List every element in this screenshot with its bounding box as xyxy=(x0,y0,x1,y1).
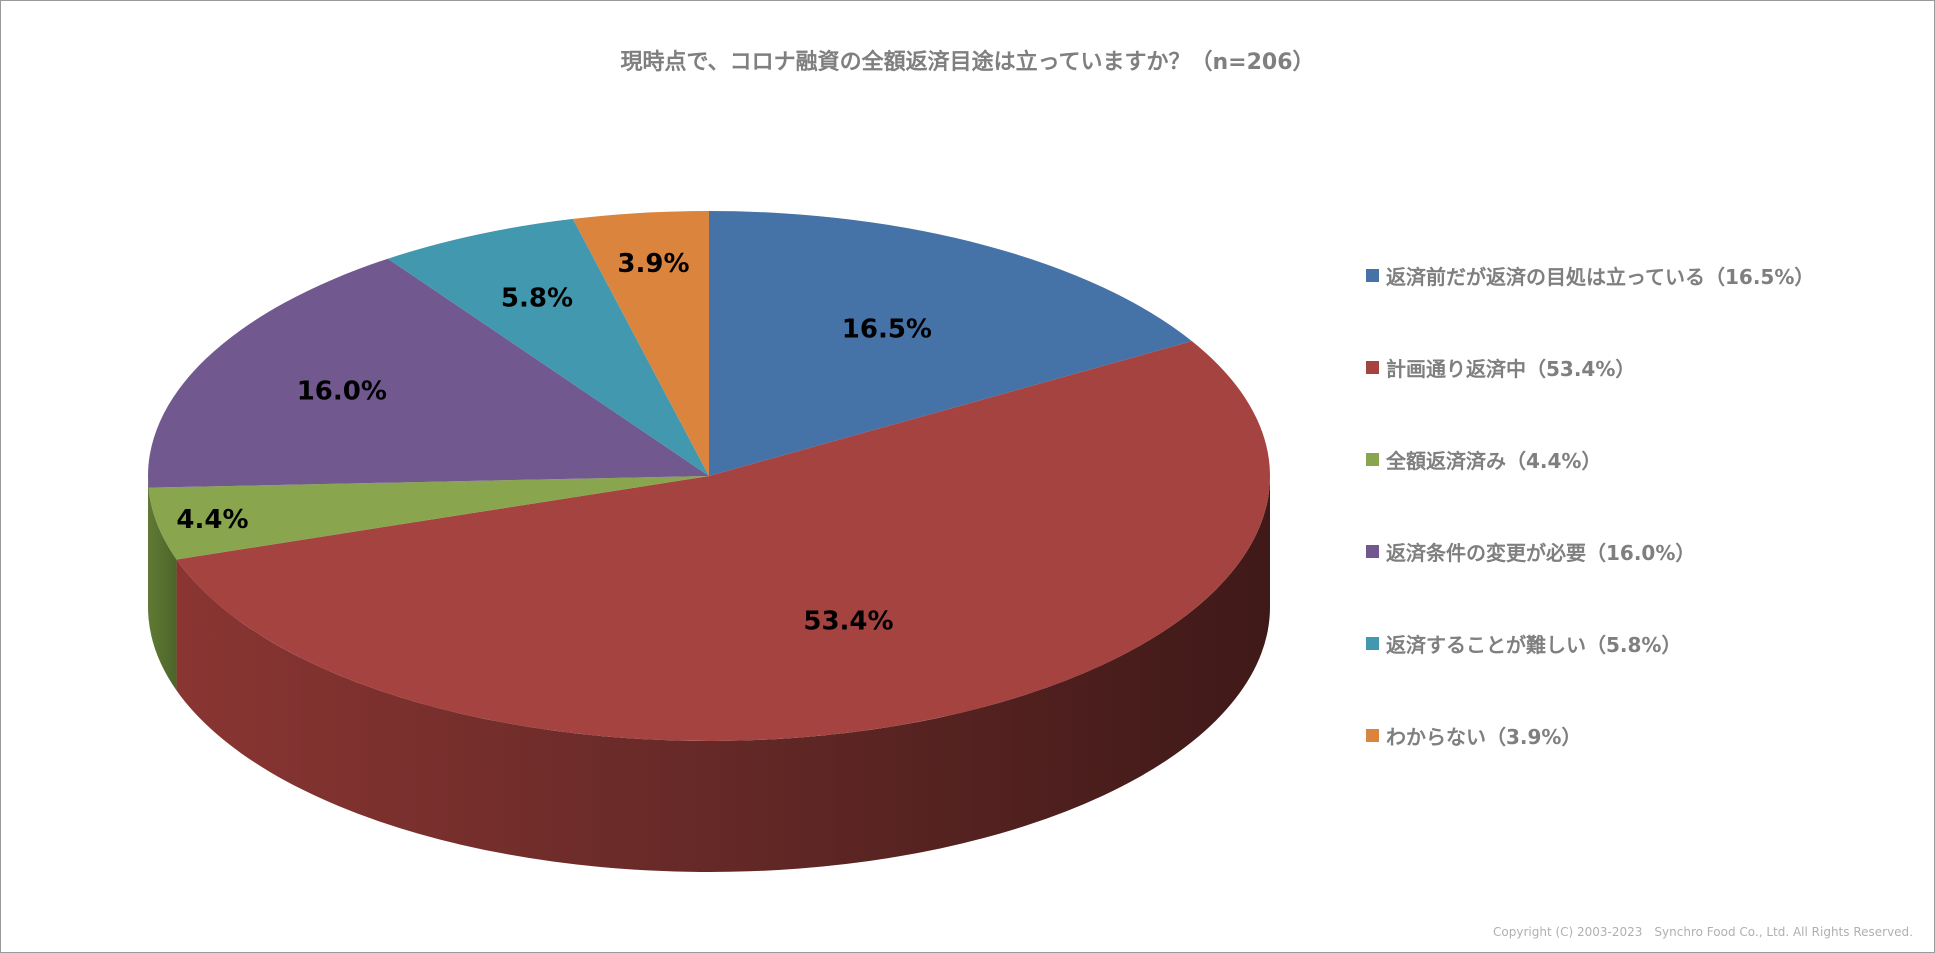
data-label-2: 53.4% xyxy=(803,607,893,637)
pie-slice-2 xyxy=(176,341,1270,742)
legend-swatch xyxy=(1366,544,1379,558)
legend-item-5: 返済することが難しい（5.8%） xyxy=(1366,597,1814,689)
pie-side-3 xyxy=(148,487,177,691)
pie-slice-3 xyxy=(148,476,709,560)
pie-sides xyxy=(148,476,1270,872)
legend-swatch xyxy=(1366,452,1379,466)
legend-swatch xyxy=(1366,636,1379,650)
legend-item-2: 計画通り返済中（53.4%） xyxy=(1366,321,1814,413)
legend-item-1: 返済前だが返済の目処は立っている（16.5%） xyxy=(1366,229,1814,321)
legend-label: 計画通り返済中（53.4%） xyxy=(1386,356,1636,381)
data-label-5: 5.8% xyxy=(501,284,573,314)
legend-swatch xyxy=(1366,268,1379,282)
chart-title: 現時点で、コロナ融資の全額返済目途は立っていますか？（n=206） xyxy=(620,50,1315,75)
legend-label: 返済前だが返済の目処は立っている（16.5%） xyxy=(1386,264,1815,289)
legend-label: 全額返済済み（4.4%） xyxy=(1386,448,1602,473)
legend-item-6: わからない（3.9%） xyxy=(1366,689,1814,781)
legend-label: 返済することが難しい（5.8%） xyxy=(1386,632,1682,657)
legend-item-4: 返済条件の変更が必要（16.0%） xyxy=(1366,505,1814,597)
copyright-text: Copyright (C) 2003-2023 Synchro Food Co.… xyxy=(1493,925,1913,939)
pie-slice-1 xyxy=(709,211,1192,476)
pie-side-2 xyxy=(176,476,1270,872)
pie-slice-6 xyxy=(572,211,709,476)
data-label-3: 4.4% xyxy=(176,505,248,535)
legend-swatch xyxy=(1366,728,1379,742)
legend-item-3: 全額返済済み（4.4%） xyxy=(1366,413,1814,505)
legend-label: 返済条件の変更が必要（16.0%） xyxy=(1386,540,1696,565)
legend-label: わからない（3.9%） xyxy=(1386,724,1582,749)
pie-tops xyxy=(147,211,1270,742)
pie-data-labels: 16.5% 53.4% 4.4% 16.0% 5.8% 3.9% xyxy=(176,249,932,637)
pie-slice-4 xyxy=(147,258,709,488)
data-label-1: 16.5% xyxy=(842,315,932,345)
data-label-4: 16.0% xyxy=(297,376,387,406)
legend-swatch xyxy=(1366,360,1379,374)
chart-legend: 返済前だが返済の目処は立っている（16.5%） 計画通り返済中（53.4%） 全額返… xyxy=(1366,229,1814,781)
pie-slice-5 xyxy=(387,218,709,477)
pie-side-4 xyxy=(148,476,149,619)
data-label-6: 3.9% xyxy=(617,249,689,279)
